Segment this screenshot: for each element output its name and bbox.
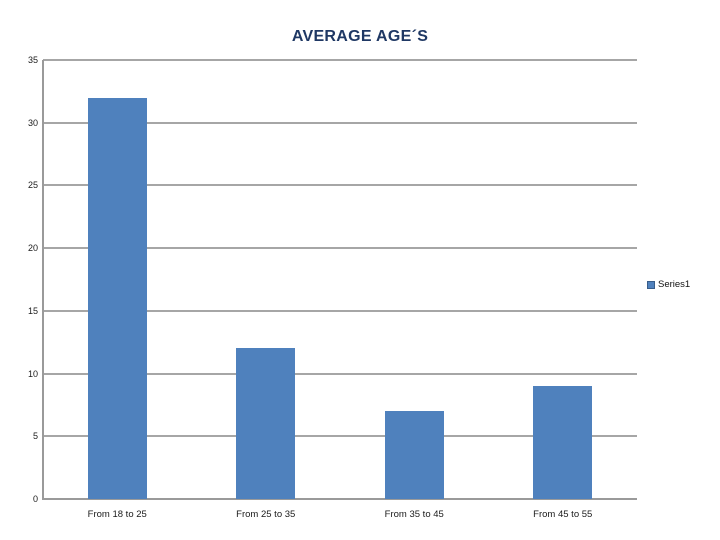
y-tick-label: 20 (27, 243, 38, 254)
gridline-y-0 (43, 498, 637, 500)
y-tick-label: 5 (32, 431, 38, 442)
x-category-label: From 18 to 25 (87, 509, 147, 520)
bar-from-18-to-25 (87, 97, 147, 499)
y-tick-label: 15 (27, 305, 38, 316)
x-category-label: From 45 to 55 (533, 509, 593, 520)
x-category-label: From 25 to 35 (236, 509, 296, 520)
y-tick-label: 0 (32, 494, 38, 504)
chart-title: AVERAGE AGE´S (291, 28, 429, 45)
gridline-y-30 (43, 121, 637, 124)
y-tick-label: 25 (27, 180, 38, 191)
y-tick-label: 10 (27, 368, 38, 379)
bar-from-35-to-45 (384, 411, 444, 499)
gridline-y-15 (43, 309, 637, 312)
bar-from-45-to-55 (533, 386, 593, 499)
legend-series-label: Series1 (658, 279, 691, 290)
gridline-y-20 (43, 247, 637, 250)
gridline-y-10 (43, 372, 637, 375)
y-axis-line (42, 60, 44, 500)
y-tick-label: 35 (27, 55, 38, 65)
y-tick-label: 30 (27, 117, 38, 128)
gridline-y-5 (43, 435, 637, 438)
legend-series-swatch (647, 281, 655, 289)
gridline-y-35 (43, 59, 637, 61)
bar-from-25-to-35 (236, 348, 296, 499)
legend: Series1 (647, 280, 690, 290)
gridline-y-25 (43, 184, 637, 187)
x-category-label: From 35 to 45 (384, 509, 444, 520)
